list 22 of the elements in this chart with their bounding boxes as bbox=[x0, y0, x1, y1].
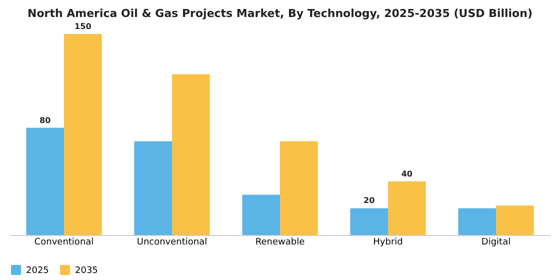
data-label: 40 bbox=[401, 169, 413, 178]
x-tick-label: Renewable bbox=[255, 238, 306, 248]
legend-label: 2025 bbox=[26, 266, 49, 276]
data-label: 20 bbox=[364, 196, 376, 206]
x-tick-label: Hybrid bbox=[373, 238, 403, 248]
x-tick-label: Unconventional bbox=[136, 238, 208, 248]
chart-title: North America Oil & Gas Projects Market, By Technology, 2025-2035 (USD Billion) bbox=[28, 7, 532, 20]
bar bbox=[134, 141, 172, 235]
bar bbox=[64, 34, 102, 235]
x-tick-label: Conventional bbox=[34, 238, 94, 248]
bar bbox=[26, 128, 64, 235]
legend-label: 2035 bbox=[75, 266, 98, 276]
data-label: 150 bbox=[74, 22, 92, 31]
data-label: 80 bbox=[40, 116, 52, 125]
bar bbox=[172, 74, 210, 235]
bar bbox=[242, 194, 280, 235]
bar bbox=[458, 208, 496, 235]
bar bbox=[280, 141, 318, 235]
bar bbox=[388, 181, 426, 235]
bar bbox=[350, 208, 388, 235]
x-tick-label: Digital bbox=[481, 238, 511, 248]
bar bbox=[496, 206, 534, 235]
